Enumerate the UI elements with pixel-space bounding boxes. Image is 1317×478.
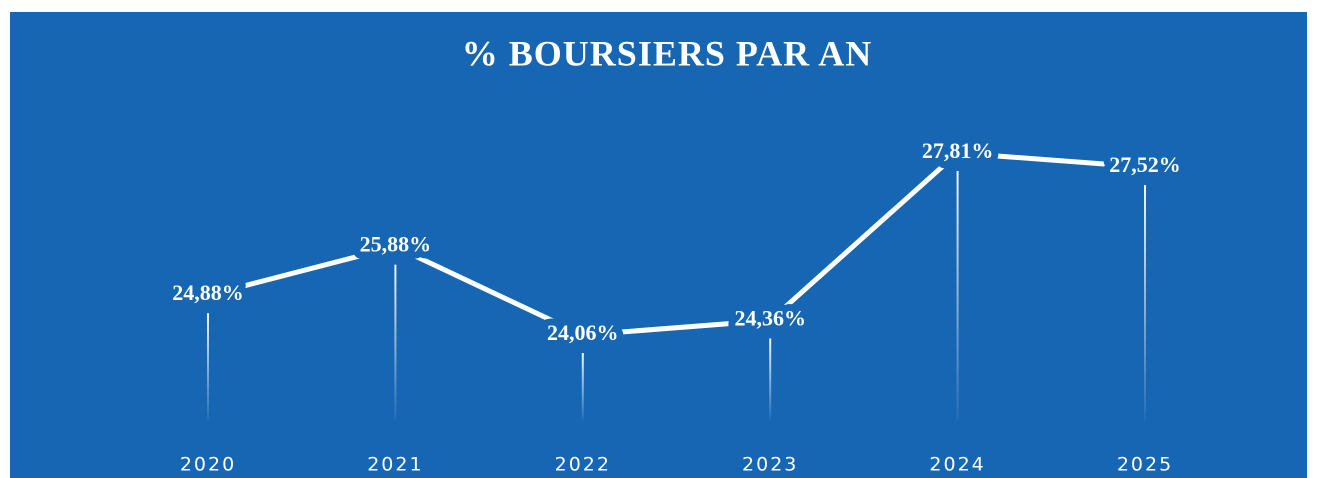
drop-line <box>769 338 772 420</box>
data-label: 27,81% <box>922 138 994 163</box>
drop-line <box>956 171 959 420</box>
drop-line <box>581 353 584 420</box>
data-label: 24,88% <box>172 280 244 305</box>
chart-title: % BOURSIERS PAR AN <box>462 33 872 73</box>
drop-line <box>394 264 397 420</box>
drop-line <box>207 313 209 420</box>
x-tick-label: 2025 <box>1117 454 1173 476</box>
data-label: 27,52% <box>1109 152 1181 177</box>
drop-line <box>1144 185 1146 420</box>
x-tick-label: 2023 <box>742 454 798 476</box>
data-label: 24,36% <box>734 305 806 330</box>
x-tick-label: 2020 <box>180 454 236 476</box>
x-tick-label: 2022 <box>555 454 611 476</box>
x-tick-label: 2024 <box>929 454 985 476</box>
x-tick-label: 2021 <box>367 454 423 476</box>
data-label: 24,06% <box>547 320 619 345</box>
chart-background <box>10 12 1307 478</box>
data-line <box>207 150 1146 338</box>
data-label: 25,88% <box>360 232 432 257</box>
